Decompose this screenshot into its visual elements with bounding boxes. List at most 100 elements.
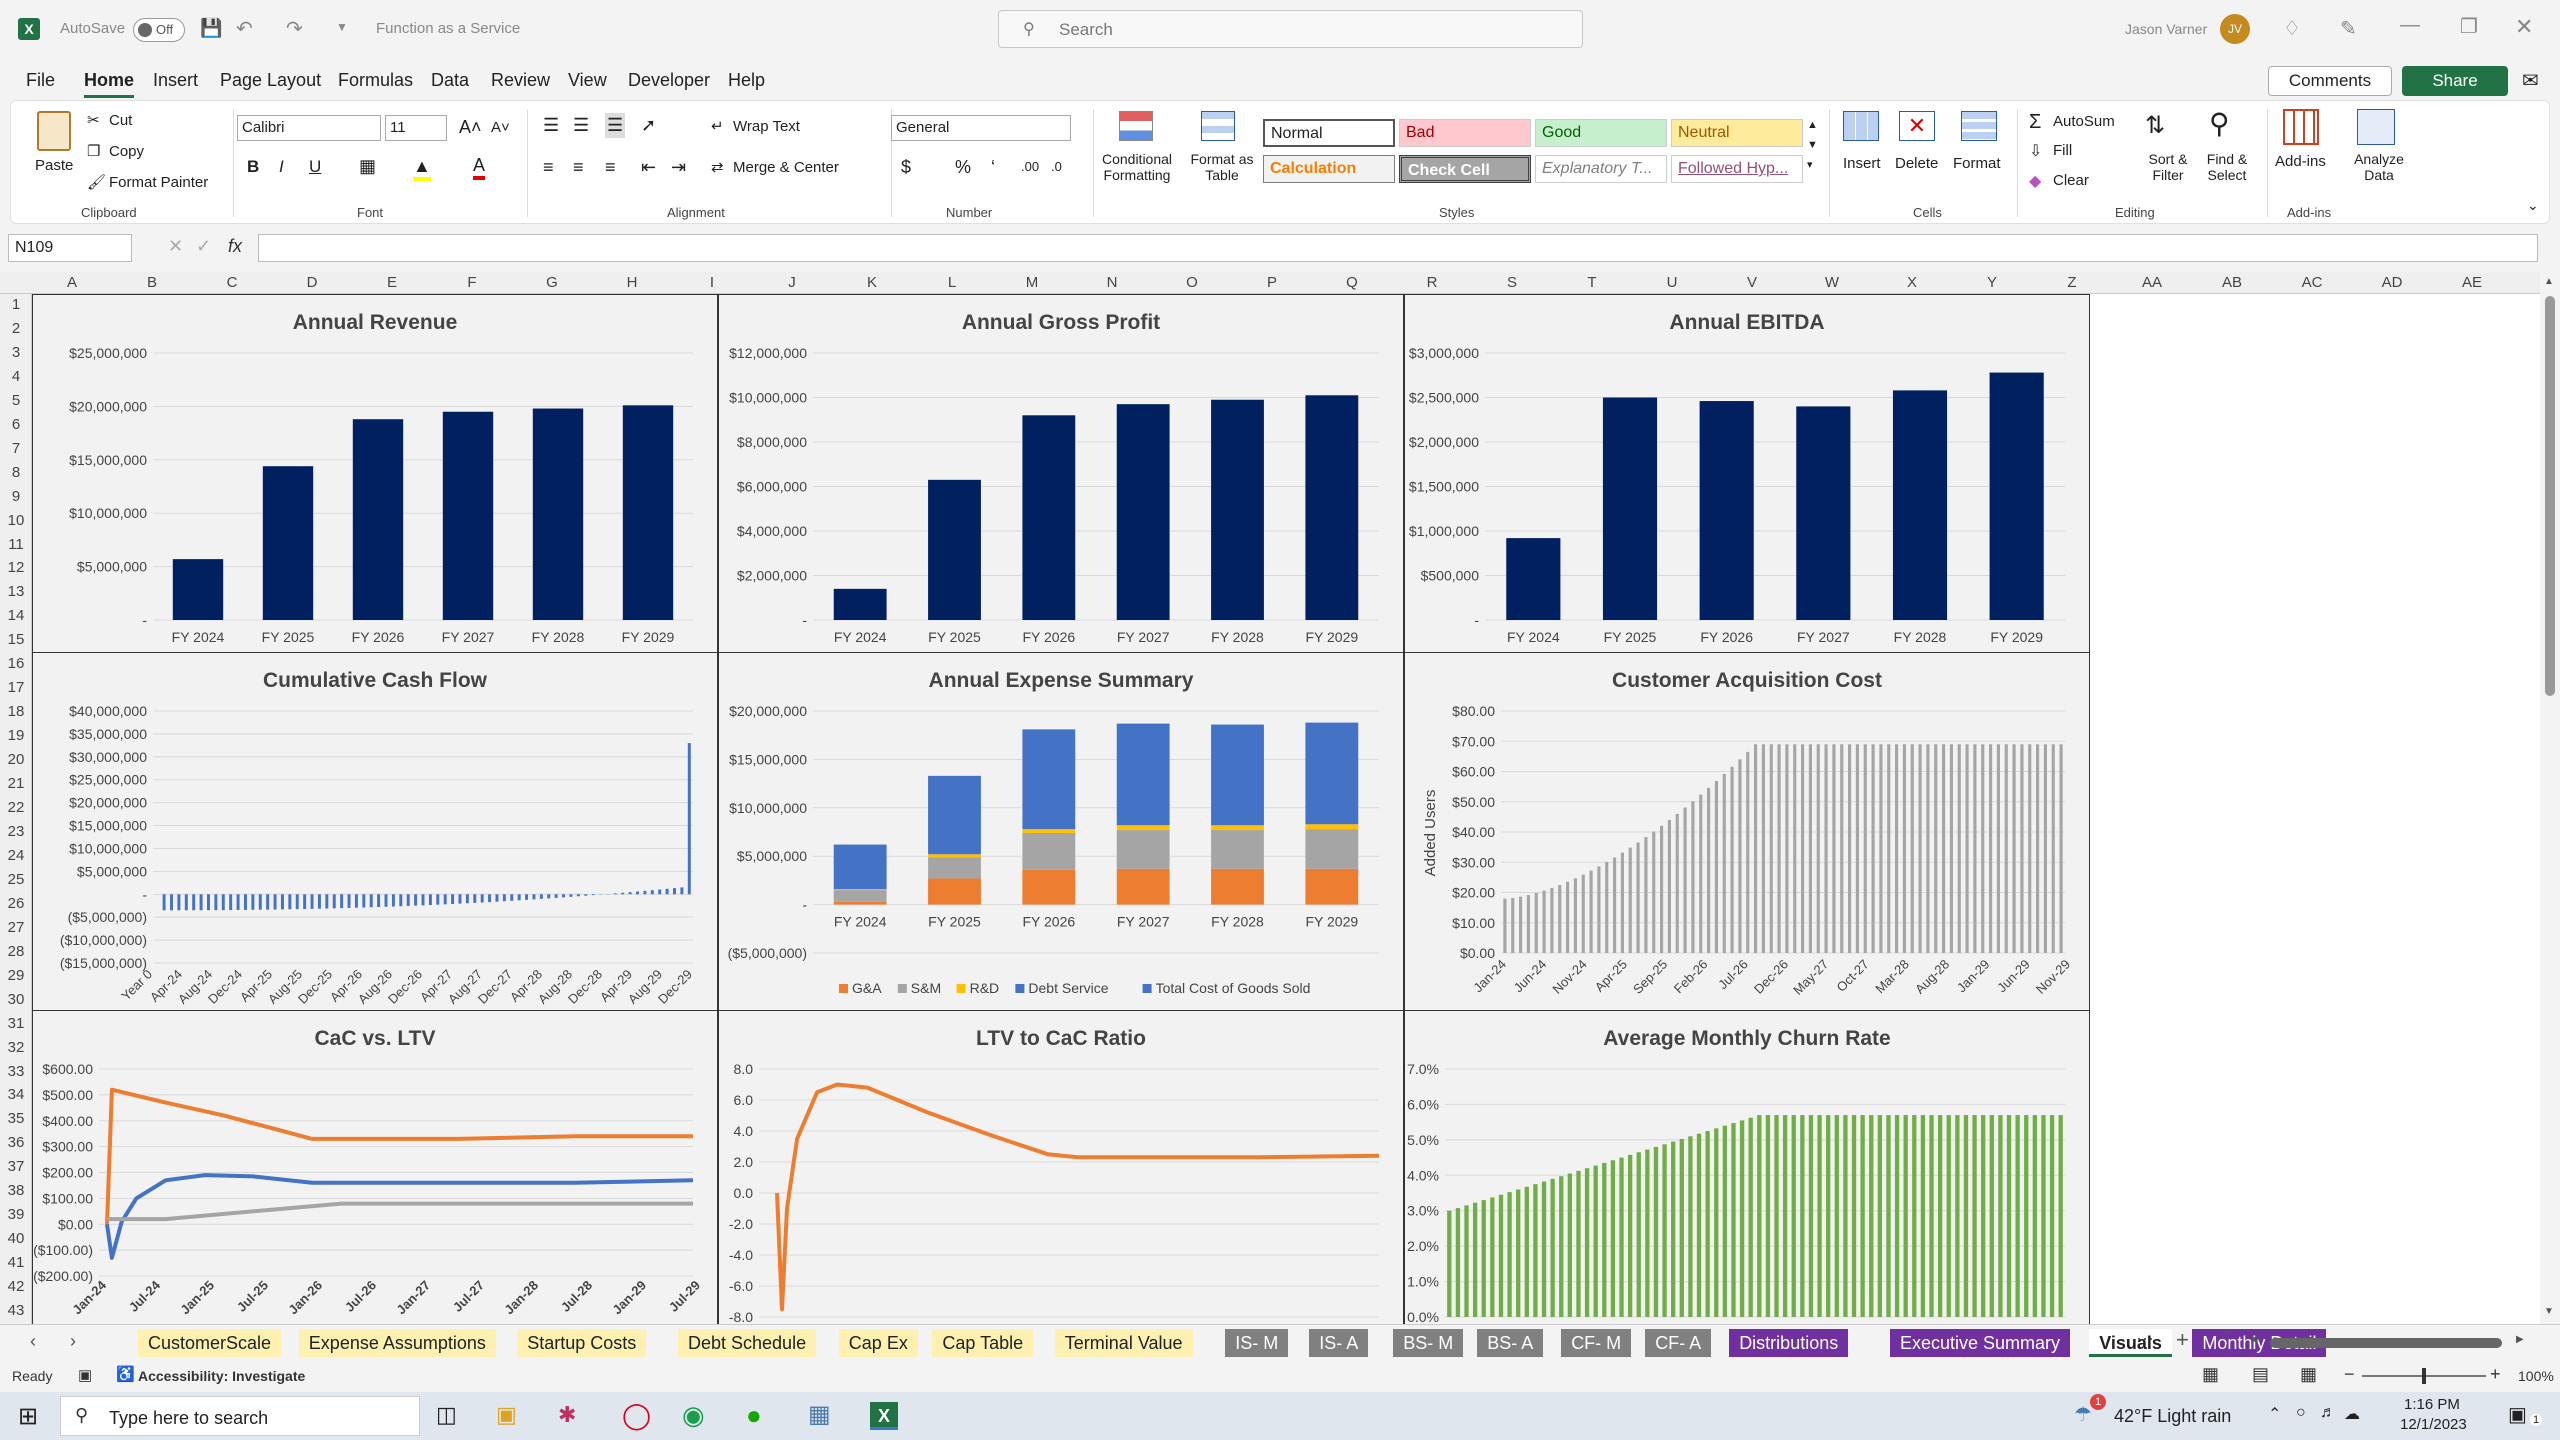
merge-center-icon[interactable]: ⇄ [711, 159, 724, 176]
sheet-tab[interactable]: BS- A [1477, 1329, 1544, 1357]
zoom-out-icon[interactable]: − [2344, 1364, 2355, 1384]
save-icon[interactable]: 💾 [200, 18, 223, 38]
sheet-tab[interactable]: Executive Summary [1890, 1329, 2071, 1357]
column-header[interactable]: H [626, 274, 638, 291]
insert-function-icon[interactable]: fx [228, 236, 243, 256]
align-right-icon[interactable]: ≡ [605, 157, 616, 177]
row-header[interactable]: 27 [7, 918, 25, 936]
add-ins-icon[interactable] [2283, 109, 2319, 145]
opera-icon[interactable]: ◯ [622, 1400, 652, 1430]
windows-start-icon[interactable]: ⊞ [18, 1403, 39, 1430]
row-header[interactable]: 4 [11, 367, 21, 385]
format-painter-button[interactable]: Format Painter [109, 174, 209, 191]
style-normal[interactable]: Normal [1263, 119, 1395, 147]
ribbon-collapse-icon[interactable]: ⌄ [2527, 197, 2539, 213]
insert-cells-button[interactable]: Insert [1843, 155, 1881, 172]
increase-indent-icon[interactable]: ⇥ [671, 157, 687, 177]
chart-customer-acquisition-cost[interactable]: Customer Acquisition Cost $0.00 $10.00 $20.… [1404, 652, 2090, 1012]
horizontal-scroll-thumb[interactable] [2270, 1338, 2502, 1348]
column-header[interactable]: J [788, 274, 796, 291]
row-header[interactable]: 21 [7, 775, 25, 793]
grow-font-icon[interactable]: A˄ [459, 117, 482, 137]
font-size-select[interactable]: 11 [385, 115, 447, 141]
clear-button[interactable]: Clear [2053, 172, 2089, 189]
sheet-tab[interactable]: CF- A [1645, 1329, 1712, 1357]
accessibility-icon[interactable]: ♿ [116, 1366, 135, 1383]
column-header[interactable]: D [306, 274, 318, 291]
volume-icon[interactable]: ♬ [2320, 1404, 2336, 1421]
name-box[interactable]: N109 [8, 234, 132, 262]
menu-insert[interactable]: Insert [153, 70, 199, 90]
analyze-data-icon[interactable] [2357, 109, 2395, 145]
sheet-tab[interactable]: IS- A [1309, 1329, 1369, 1357]
column-header[interactable]: AE [2461, 274, 2482, 291]
underline-button[interactable]: U [309, 157, 322, 176]
next-sheet-icon[interactable]: › [70, 1331, 76, 1351]
menu-data[interactable]: Data [431, 70, 470, 90]
column-header[interactable]: U [1666, 274, 1678, 291]
column-header[interactable]: Y [1986, 274, 1997, 291]
chart-annual-expense-summary[interactable]: Annual Expense Summary ($5,000,000) - $5,00… [718, 652, 1404, 1012]
column-header[interactable]: I [709, 274, 715, 291]
insert-cells-icon[interactable] [1843, 111, 1879, 141]
cut-button[interactable]: Cut [109, 112, 133, 129]
row-header[interactable]: 25 [7, 870, 25, 888]
clock-time[interactable]: 1:16 PM [2404, 1396, 2460, 1413]
row-header[interactable]: 41 [7, 1254, 25, 1272]
vertical-scrollbar[interactable]: ▲ ▼ [2540, 272, 2560, 1324]
page-break-view-icon[interactable]: ▦ [2300, 1364, 2318, 1384]
copy-button[interactable]: Copy [109, 143, 145, 160]
align-center-icon[interactable]: ≡ [573, 157, 584, 177]
chrome-icon[interactable]: ◉ [682, 1400, 705, 1430]
row-header[interactable]: 30 [7, 990, 25, 1008]
clock-date[interactable]: 12/1/2023 [2400, 1416, 2467, 1433]
row-header[interactable]: 16 [7, 655, 25, 673]
taskbar-search-input[interactable]: ⚲ Type here to search [60, 1396, 420, 1436]
scroll-left-icon[interactable]: ◀ [2250, 1334, 2258, 1345]
add-ins-button[interactable]: Add-ins [2275, 153, 2326, 170]
row-header[interactable]: 36 [7, 1134, 25, 1152]
row-header[interactable]: 29 [7, 966, 25, 984]
column-header[interactable]: M [1025, 274, 1039, 291]
app-icon[interactable]: ▦ [808, 1401, 831, 1428]
align-bottom-icon[interactable]: ☰ [605, 113, 626, 138]
menu-view[interactable]: View [568, 70, 607, 90]
conditional-formatting-icon[interactable] [1119, 111, 1153, 141]
column-header[interactable]: L [947, 274, 957, 291]
comments-button[interactable]: Comments [2268, 66, 2392, 96]
column-header[interactable]: T [1587, 274, 1597, 291]
sort-filter-button[interactable]: Sort & Filter [2148, 151, 2188, 183]
menu-developer[interactable]: Developer [628, 70, 711, 90]
network-icon[interactable]: ○ [2296, 1404, 2306, 1421]
format-painter-icon[interactable]: 🖌 [87, 174, 107, 191]
row-header[interactable]: 26 [7, 894, 25, 912]
cut-icon[interactable]: ✂ [87, 112, 100, 129]
font-color-icon[interactable]: A [473, 155, 486, 180]
menu-file[interactable]: File [26, 70, 56, 90]
merge-center-button[interactable]: Merge & Center [733, 159, 839, 176]
row-header[interactable]: 3 [11, 343, 21, 361]
row-header[interactable]: 7 [11, 439, 21, 457]
menu-page-layout[interactable]: Page Layout [220, 70, 322, 90]
chart-average-monthly-churn-rate[interactable]: Average Monthly Churn Rate 0.0% 1.0% 2.0% 3.… [1404, 1010, 2090, 1330]
row-header[interactable]: 1 [11, 296, 21, 313]
format-cells-button[interactable]: Format [1953, 155, 2001, 172]
paste-button[interactable]: Paste [35, 157, 74, 174]
row-header[interactable]: 14 [7, 607, 25, 625]
column-header[interactable]: Q [1346, 274, 1358, 291]
row-header[interactable]: 5 [11, 391, 21, 409]
row-header[interactable]: 33 [7, 1062, 25, 1080]
row-header[interactable]: 39 [7, 1206, 25, 1224]
format-as-table-icon[interactable] [1201, 111, 1235, 141]
column-header[interactable]: B [146, 274, 157, 291]
zoom-level[interactable]: 100% [2518, 1368, 2554, 1384]
restore-icon[interactable]: ❐ [2460, 16, 2478, 38]
delete-cells-button[interactable]: Delete [1895, 155, 1939, 172]
normal-view-icon[interactable]: ▦ [2202, 1364, 2220, 1384]
more-sheets-icon[interactable]: ⋯ [2136, 1329, 2154, 1349]
weather-text[interactable]: 42°F Light rain [2114, 1406, 2232, 1426]
scroll-up-icon[interactable]: ▲ [2544, 276, 2554, 287]
sheet-tab[interactable]: CustomerScale [138, 1329, 282, 1357]
increase-decimal-icon[interactable]: .00 [1021, 159, 1040, 174]
bold-button[interactable]: B [247, 157, 260, 176]
